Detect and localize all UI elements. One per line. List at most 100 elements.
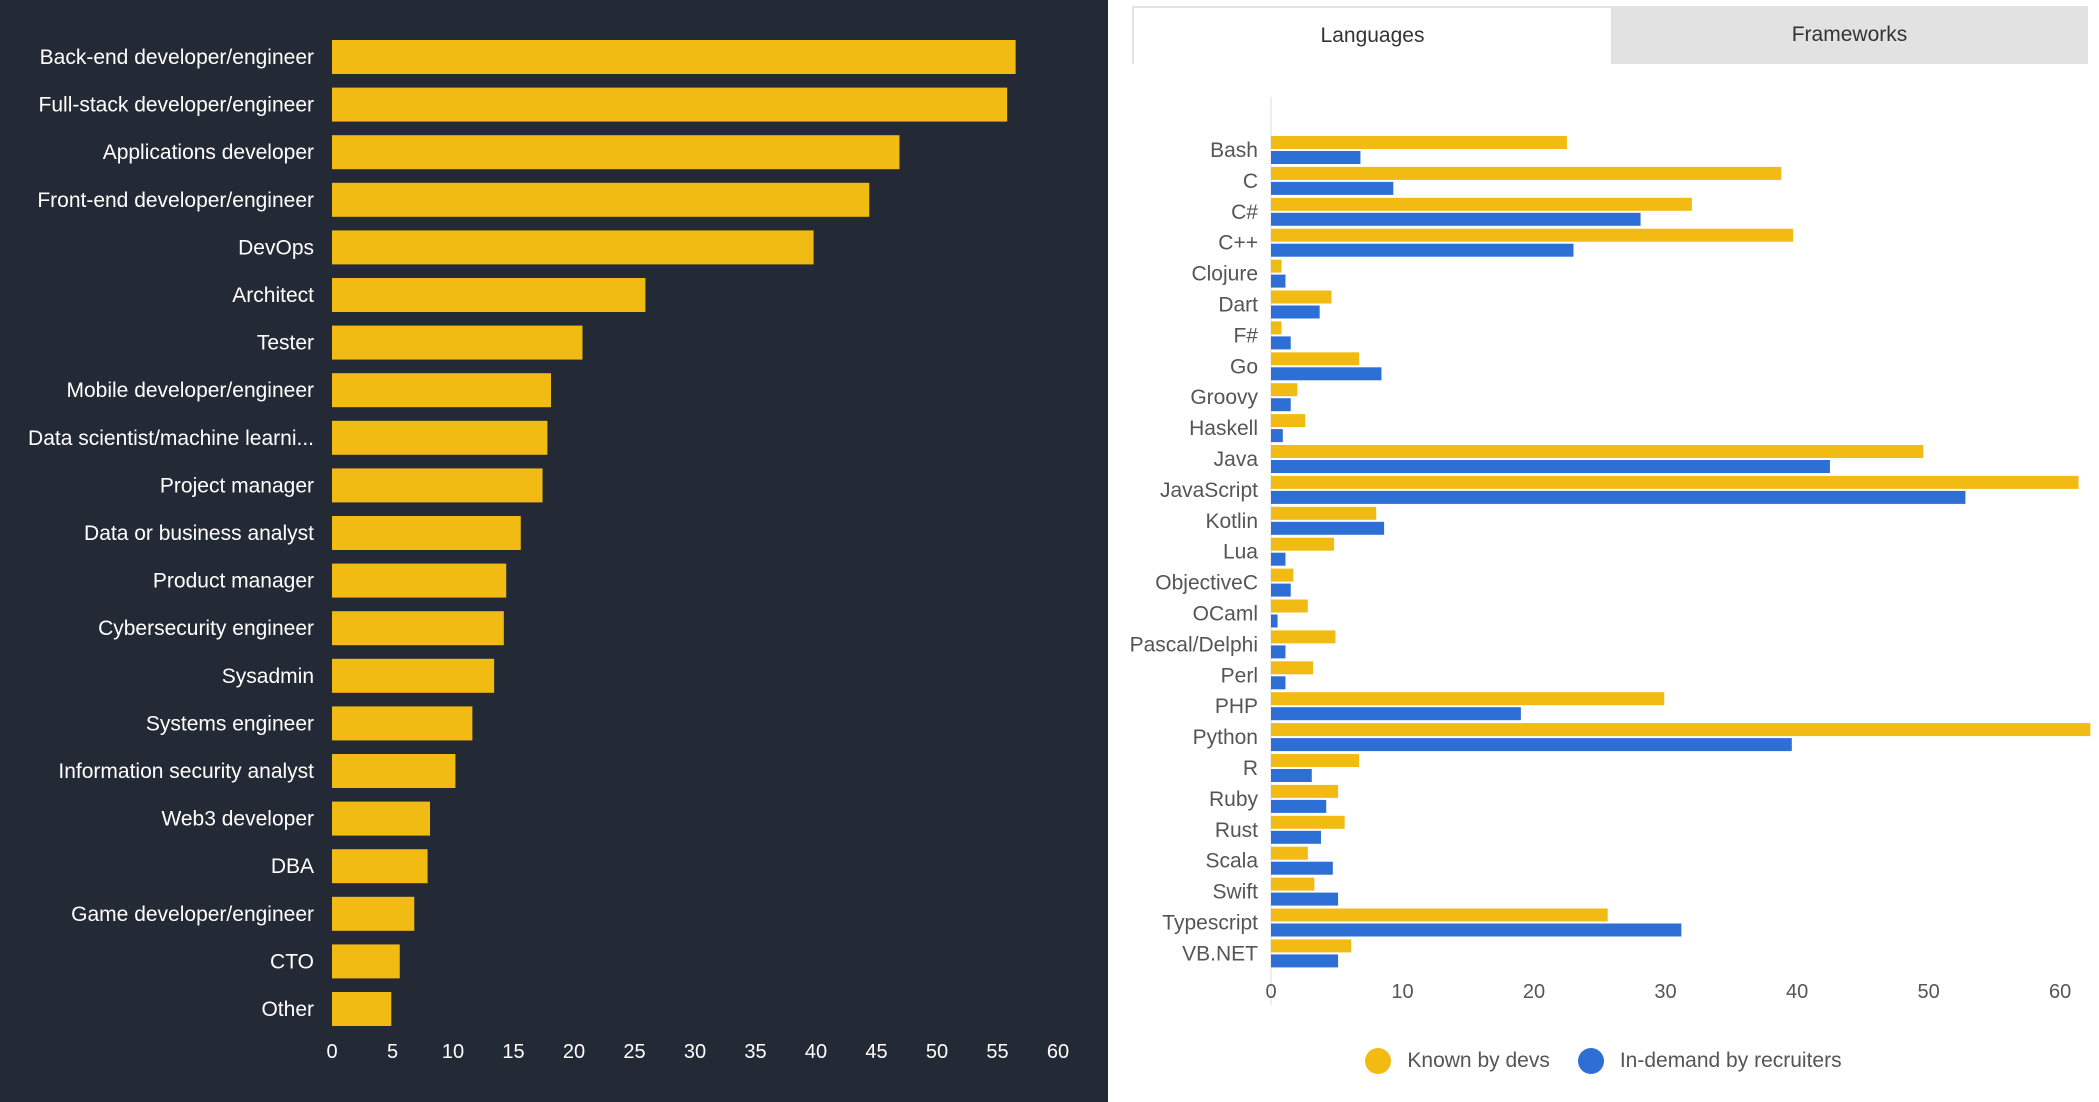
x-tick-label: 0 xyxy=(326,1041,337,1063)
category-label: Data scientist/machine learni... xyxy=(28,427,314,450)
legend-item-known-by-devs[interactable]: Known by devs xyxy=(1365,1048,1550,1074)
bar xyxy=(1271,212,1641,226)
bar xyxy=(332,754,456,788)
bar xyxy=(1271,892,1339,906)
bar xyxy=(1271,181,1394,195)
legend-swatch-known xyxy=(1365,1048,1392,1074)
bar xyxy=(1271,954,1339,968)
category-label: ObjectiveC xyxy=(1155,572,1258,595)
bar xyxy=(1271,877,1315,891)
bar xyxy=(1271,197,1692,211)
bar xyxy=(1271,784,1339,798)
category-label: Tester xyxy=(257,332,314,355)
bar xyxy=(1271,460,1830,473)
bar xyxy=(1271,861,1333,875)
bar xyxy=(1271,228,1794,242)
category-label: Clojure xyxy=(1191,263,1258,286)
bar xyxy=(1271,506,1377,520)
category-label: VB.NET xyxy=(1182,942,1258,965)
x-tick-label: 15 xyxy=(502,1041,524,1063)
bar xyxy=(1271,151,1361,164)
category-label: F# xyxy=(1233,324,1258,347)
bar xyxy=(332,325,583,360)
category-label: CTO xyxy=(270,950,314,973)
x-tick-label: 25 xyxy=(623,1041,645,1063)
bar xyxy=(332,658,495,693)
bar xyxy=(1271,614,1278,628)
x-tick-label: 55 xyxy=(986,1041,1008,1063)
category-label: Web3 developer xyxy=(161,808,314,831)
category-label: Product manager xyxy=(153,570,314,593)
category-label: Rust xyxy=(1215,819,1258,842)
legend-label-known: Known by devs xyxy=(1407,1049,1550,1072)
category-label: Groovy xyxy=(1190,386,1258,409)
bar xyxy=(1271,754,1360,767)
bar xyxy=(1271,707,1521,721)
bar xyxy=(1271,599,1308,613)
category-label: Full-stack developer/engineer xyxy=(39,94,314,117)
bar xyxy=(1271,830,1321,844)
bar xyxy=(332,87,1008,122)
bar xyxy=(332,801,431,836)
category-label: DBA xyxy=(271,855,314,878)
bar xyxy=(1271,661,1314,675)
tab-languages[interactable]: Languages xyxy=(1132,6,1611,64)
bar xyxy=(1271,939,1352,953)
bar xyxy=(332,468,543,503)
legend-item-in-demand[interactable]: In-demand by recruiters xyxy=(1577,1048,1842,1074)
category-label: Pascal/Delphi xyxy=(1130,633,1258,656)
category-label: Perl xyxy=(1221,664,1258,687)
languages-chart: Bash C C# C++ Clojure Dart F# Go Groovy Haskell Ja… xyxy=(1130,97,2091,1005)
category-label: Lua xyxy=(1223,541,1258,564)
category-label: Sysadmin xyxy=(222,665,314,688)
bar xyxy=(1271,645,1286,659)
bar xyxy=(1271,630,1336,644)
bar xyxy=(1271,321,1282,335)
category-label: C# xyxy=(1231,201,1258,224)
category-label: Go xyxy=(1230,355,1258,378)
bar xyxy=(332,420,548,455)
bar xyxy=(332,278,646,312)
category-label: Haskell xyxy=(1189,417,1258,440)
category-label: Systems engineer xyxy=(146,712,314,735)
bar xyxy=(1271,336,1291,350)
x-tick-label: 45 xyxy=(865,1041,887,1063)
x-tick-label: 40 xyxy=(1786,981,1808,1003)
category-label: Swift xyxy=(1212,881,1258,904)
bar xyxy=(332,849,428,884)
bar xyxy=(1271,490,1966,504)
x-tick-label: 20 xyxy=(1523,981,1545,1003)
tab-frameworks[interactable]: Frameworks xyxy=(1611,6,2088,64)
bar xyxy=(1271,769,1312,782)
bar xyxy=(1271,166,1782,180)
category-label: JavaScript xyxy=(1160,479,1258,502)
bar xyxy=(1271,738,1792,752)
x-tick-label: 60 xyxy=(2049,981,2071,1003)
x-tick-label: 10 xyxy=(1391,981,1413,1003)
legend-swatch-in-demand xyxy=(1577,1048,1604,1074)
tab-bar: Languages Frameworks xyxy=(1132,6,2088,64)
x-tick-label: 40 xyxy=(805,1041,827,1063)
legend-label-in-demand: In-demand by recruiters xyxy=(1619,1049,1842,1072)
category-label: Back-end developer/engineer xyxy=(40,46,314,69)
bar xyxy=(1271,552,1286,566)
bar xyxy=(1271,568,1294,582)
category-label: Python xyxy=(1193,726,1258,749)
x-tick-label: 30 xyxy=(1654,981,1676,1003)
bar xyxy=(1271,676,1286,690)
category-label: C xyxy=(1243,170,1258,193)
bar xyxy=(1271,274,1286,288)
x-tick-label: 5 xyxy=(387,1041,398,1063)
x-tick-label: 0 xyxy=(1265,981,1276,1003)
category-label: Scala xyxy=(1205,850,1258,873)
bar xyxy=(1271,259,1282,273)
category-label: Cybersecurity engineer xyxy=(98,617,314,640)
x-tick-label: 30 xyxy=(684,1041,706,1063)
bar xyxy=(332,896,415,931)
bar xyxy=(332,944,400,979)
category-label: Project manager xyxy=(160,474,314,497)
category-label: C++ xyxy=(1218,232,1258,255)
bar xyxy=(332,992,392,1026)
bar xyxy=(1271,136,1567,149)
bar xyxy=(332,230,814,265)
